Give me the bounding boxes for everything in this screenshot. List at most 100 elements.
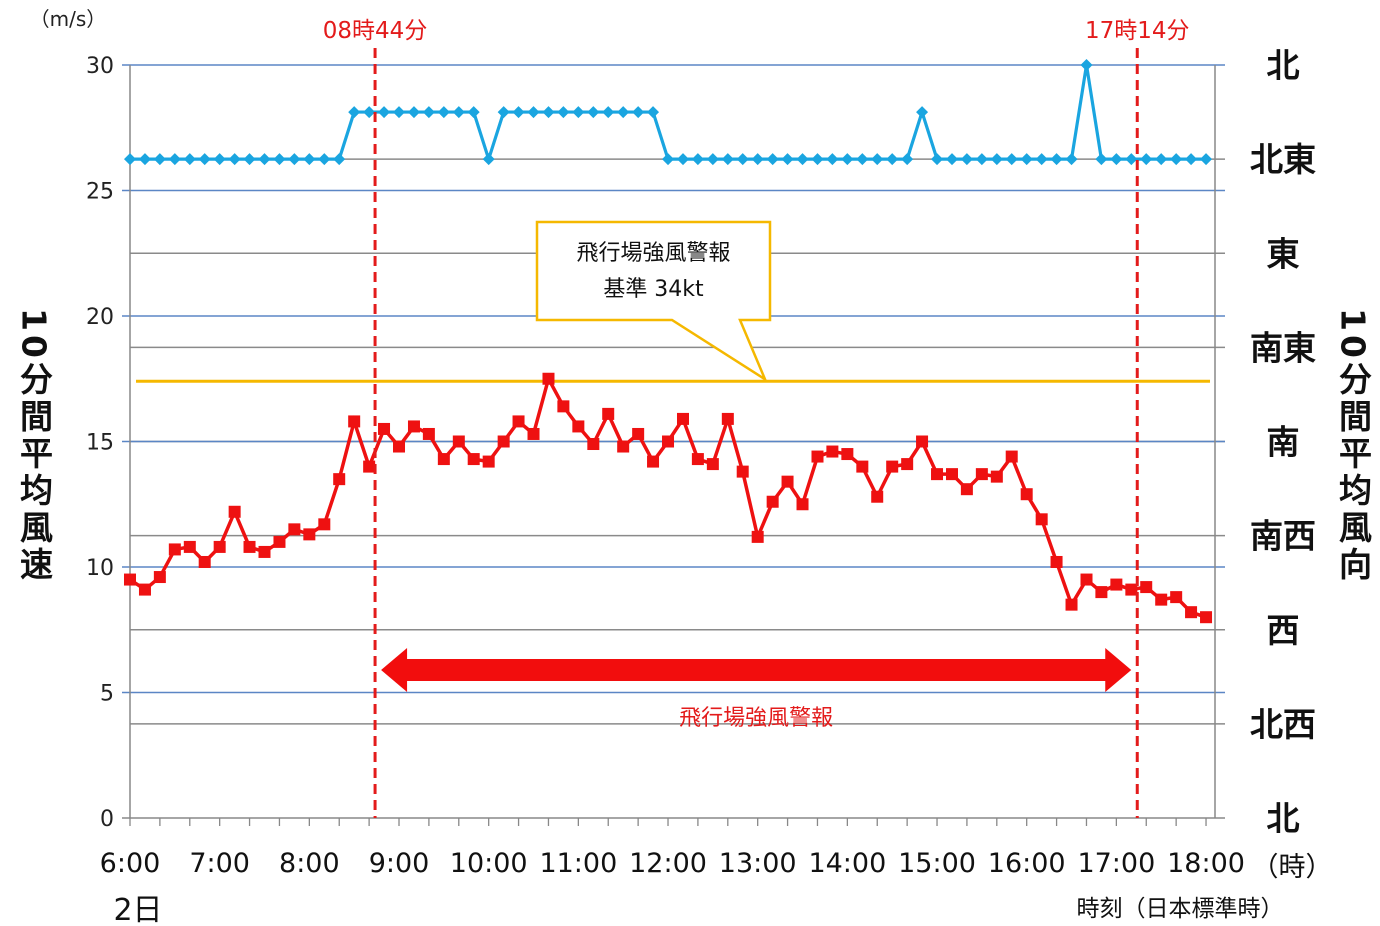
speed-marker: [393, 440, 406, 453]
speed-marker: [871, 490, 884, 503]
x-tick-label: 9:00: [369, 848, 430, 879]
date-label: 2日: [113, 893, 162, 926]
y-tick-label: 20: [86, 305, 114, 330]
direction-marker: [1125, 153, 1138, 166]
direction-marker: [1020, 153, 1033, 166]
speed-marker: [1005, 450, 1018, 463]
direction-marker: [706, 153, 719, 166]
direction-marker: [871, 153, 884, 166]
speed-marker: [228, 505, 241, 518]
speed-marker: [482, 455, 495, 468]
direction-marker: [662, 153, 675, 166]
speed-marker: [1020, 488, 1033, 501]
speed-marker: [781, 475, 794, 488]
direction-marker: [886, 153, 899, 166]
speed-marker: [587, 438, 600, 451]
speed-marker: [662, 435, 675, 448]
direction-marker: [1005, 153, 1018, 166]
speed-marker: [811, 450, 824, 463]
direction-marker: [766, 153, 779, 166]
direction-marker: [303, 153, 316, 166]
direction-marker: [916, 106, 929, 119]
direction-marker: [213, 153, 226, 166]
y-tick-label: 10: [86, 556, 114, 581]
direction-marker: [841, 153, 854, 166]
speed-marker: [691, 453, 704, 466]
direction-tick-label: 北: [1267, 46, 1300, 85]
direction-marker: [811, 153, 824, 166]
speed-marker: [1080, 573, 1093, 586]
speed-marker: [617, 440, 630, 453]
speed-marker: [273, 535, 286, 548]
speed-marker: [318, 518, 331, 531]
speed-marker: [1035, 513, 1048, 526]
direction-marker: [482, 153, 495, 166]
direction-marker: [676, 153, 689, 166]
direction-marker: [587, 106, 600, 119]
speed-marker: [647, 455, 660, 468]
speed-marker: [796, 498, 809, 511]
direction-marker: [945, 153, 958, 166]
speed-marker: [288, 523, 301, 536]
direction-marker: [378, 106, 391, 119]
grid: [122, 64, 1225, 725]
speed-marker: [437, 453, 450, 466]
speed-marker: [542, 372, 555, 385]
warning-span-label: 飛行場強風警報: [679, 706, 833, 731]
speed-marker: [751, 530, 764, 543]
y-tick-label: 30: [86, 54, 114, 79]
speed-marker: [841, 448, 854, 461]
direction-tick-label: 南東: [1250, 328, 1316, 367]
x-axis-ticks: 6:00 7:00 8:00 9:00 10:00 11:00 12:00 13:00 14:0…: [100, 848, 1245, 879]
speed-marker: [706, 458, 719, 471]
warning-span-arrow: [381, 648, 1132, 692]
speed-marker: [632, 427, 645, 440]
direction-marker: [931, 153, 944, 166]
direction-series: [124, 59, 1213, 166]
speed-marker: [512, 415, 525, 428]
direction-line: [130, 64, 1207, 165]
speed-marker: [721, 412, 734, 425]
y-tick-label: 15: [86, 431, 114, 456]
x-tick-label: 16:00: [988, 848, 1066, 879]
speed-line: [129, 374, 1207, 619]
speed-marker: [572, 420, 585, 433]
direction-marker: [1035, 153, 1048, 166]
event-lines: 08時44分 17時14分: [323, 18, 1190, 818]
speed-marker: [407, 420, 420, 433]
speed-marker: [557, 400, 570, 413]
direction-marker: [124, 153, 136, 166]
direction-marker: [258, 153, 271, 166]
speed-marker: [1065, 598, 1078, 611]
direction-marker: [990, 153, 1003, 166]
speed-marker: [467, 453, 480, 466]
speed-marker: [183, 540, 196, 553]
direction-marker: [363, 106, 376, 119]
direction-marker: [1080, 59, 1093, 71]
speed-marker: [168, 543, 181, 556]
direction-marker: [542, 106, 555, 119]
speed-marker: [422, 427, 435, 440]
direction-marker: [1140, 153, 1153, 166]
speed-marker: [497, 435, 510, 448]
x-tick-label: 17:00: [1077, 848, 1155, 879]
y-tick-label: 25: [86, 180, 114, 205]
direction-marker: [796, 153, 809, 166]
direction-marker: [348, 106, 361, 119]
direction-marker: [243, 153, 256, 166]
speed-marker: [363, 460, 376, 473]
direction-marker: [527, 106, 540, 119]
left-axis-title: 10分間平均風速: [15, 308, 54, 584]
x-axis-title: 時刻（日本標準時）: [1077, 896, 1284, 922]
direction-marker: [407, 106, 420, 119]
speed-marker: [960, 483, 973, 496]
speed-marker: [333, 473, 346, 486]
axes: [122, 65, 1225, 826]
x-axis-unit: （時）: [1252, 852, 1333, 883]
direction-marker: [691, 153, 704, 166]
direction-marker: [901, 153, 914, 166]
direction-marker: [1185, 153, 1198, 166]
